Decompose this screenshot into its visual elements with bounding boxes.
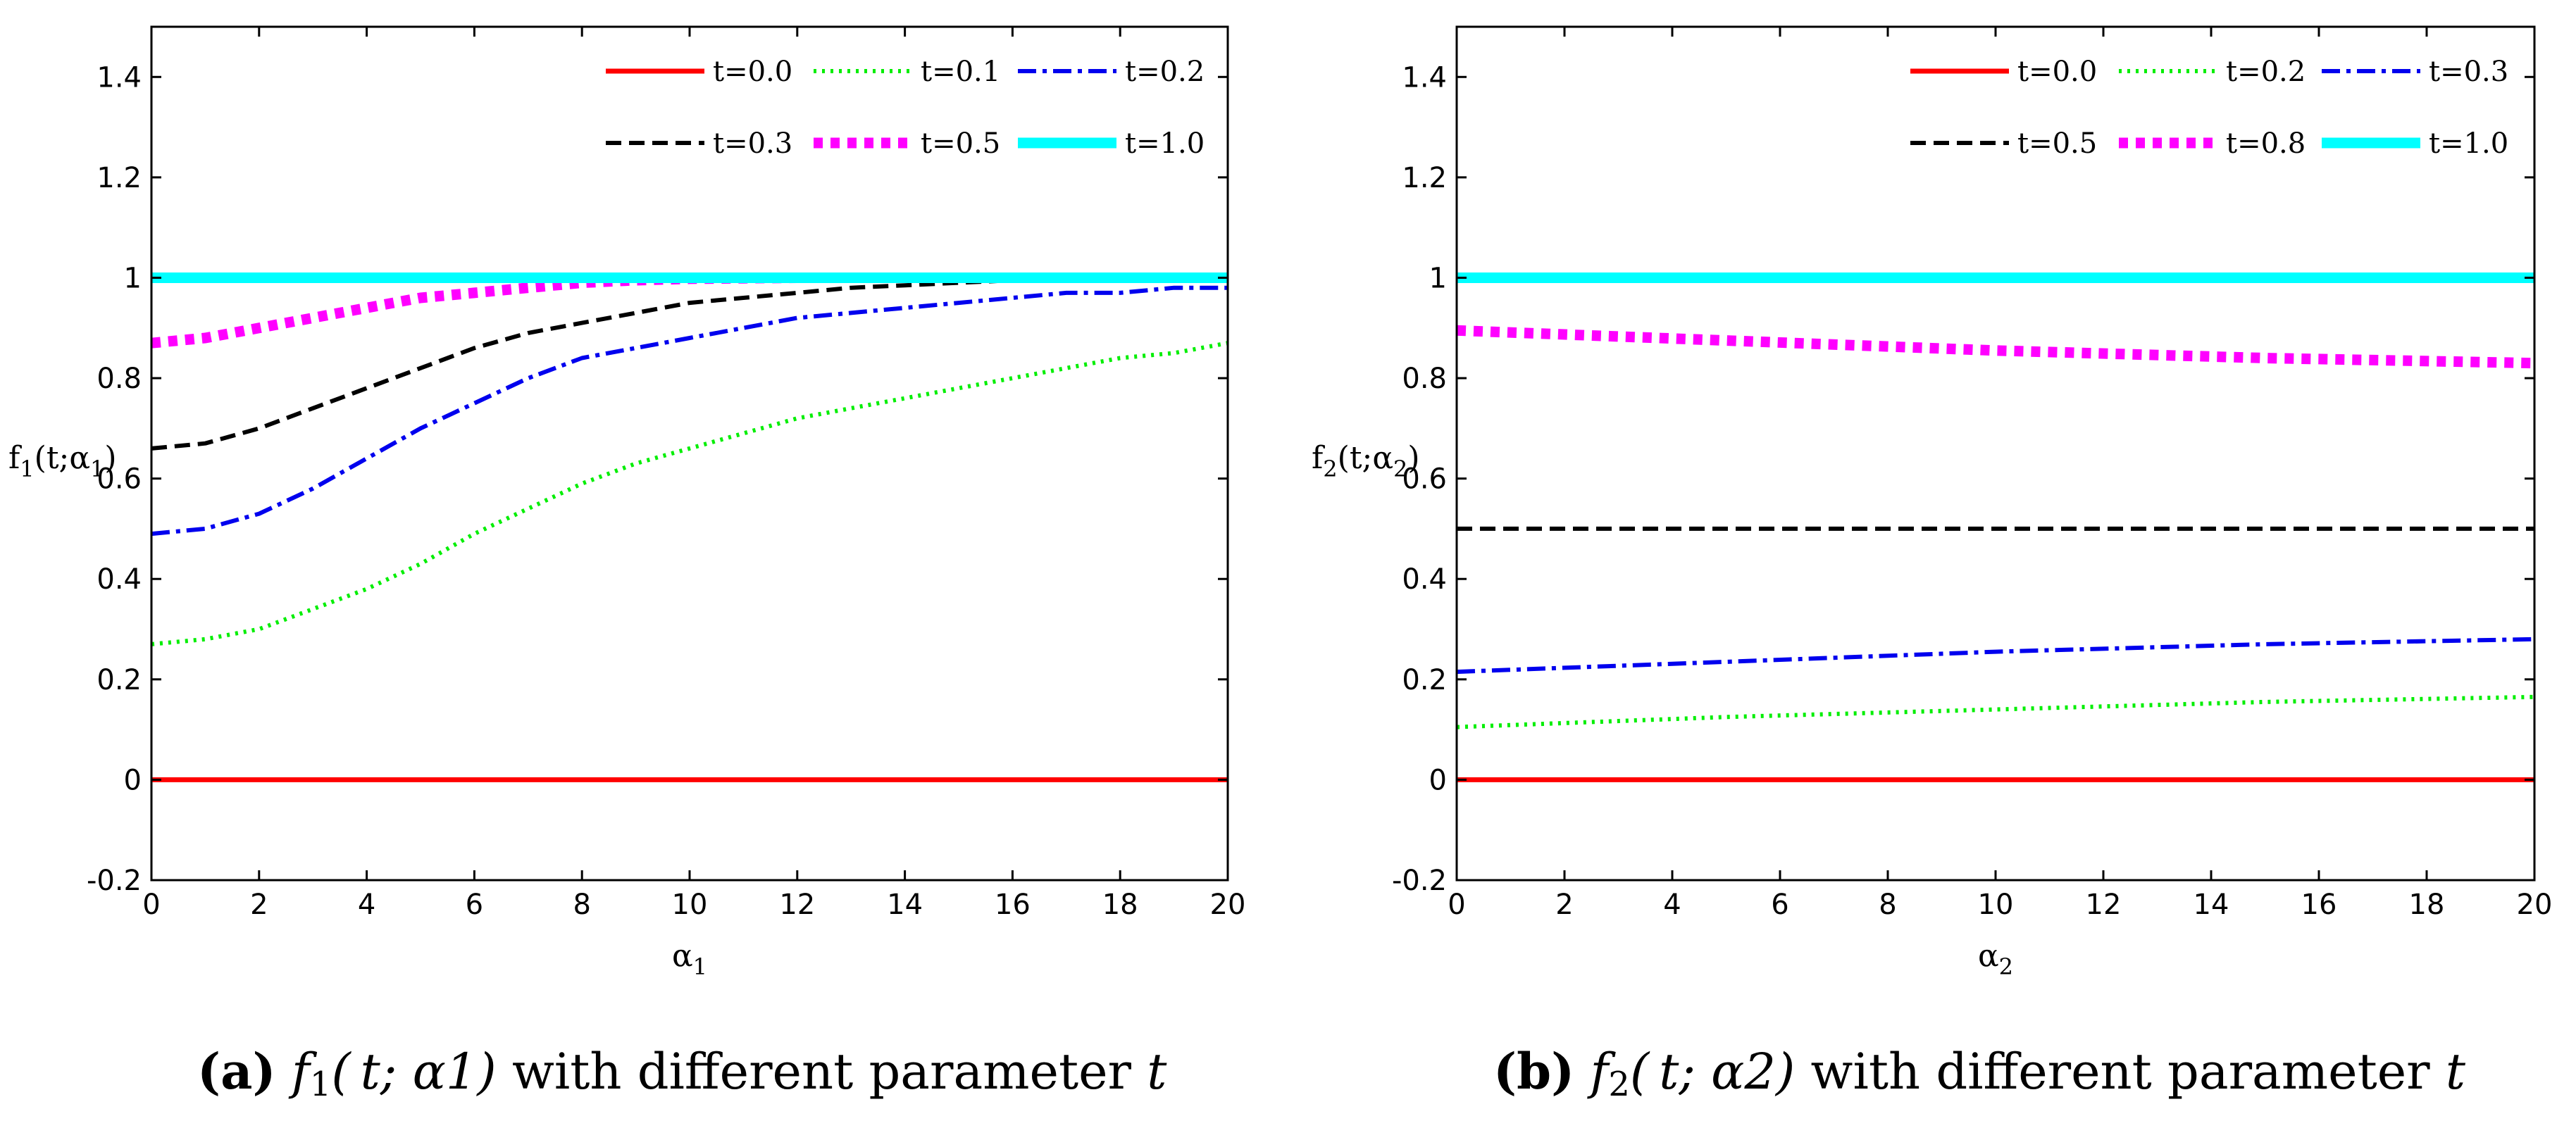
y-tick-label: 1 — [1429, 262, 1447, 294]
plot-frame — [1455, 25, 2536, 882]
legend-label: t=0.8 — [2226, 127, 2306, 160]
y-tick-label: 1.2 — [1402, 162, 1447, 194]
y-tick-label: 0.2 — [97, 664, 142, 696]
y-tick-label: 1.4 — [97, 61, 142, 94]
plot-frame — [150, 25, 1229, 882]
series-line-t=0.5 — [151, 272, 797, 349]
series-line-t=0.3 — [151, 278, 1013, 451]
y-tick-label: 0.6 — [1402, 463, 1447, 496]
y-tick-label: -0.2 — [87, 865, 142, 897]
legend-label: t=0.5 — [2017, 127, 2097, 160]
y-tick-label: 0 — [124, 764, 142, 796]
x-tick-label: 10 — [1978, 889, 2014, 921]
x-tick-label: 6 — [1771, 889, 1788, 921]
x-tick-label: 20 — [2517, 889, 2553, 921]
y-tick-label: 0.8 — [97, 363, 142, 395]
x-tick-label: 6 — [466, 889, 483, 921]
series-line-t=0.2 — [151, 285, 1228, 537]
caption: (b) f2( t; α2) with different parameter … — [1493, 1042, 2466, 1104]
chart-b: 0 2 4 6 8 10 12 14 16 18 20-0.200.20.40.60.811.21.… — [1312, 25, 2553, 1104]
legend-label: t=0.1 — [921, 56, 1000, 88]
y-tick-label: 0.6 — [97, 463, 142, 496]
y-tick-label: 1.2 — [97, 162, 142, 194]
legend-label: t=0.0 — [713, 56, 792, 88]
legend-label: t=0.3 — [713, 127, 792, 160]
y-axis-label: f1(t;α1) — [8, 440, 117, 482]
y-tick-label: 0.4 — [1402, 563, 1447, 596]
x-tick-label: 2 — [250, 889, 268, 921]
x-axis-label: α1 — [672, 938, 707, 980]
x-tick-label: 12 — [779, 889, 815, 921]
x-tick-label: 0 — [142, 889, 160, 921]
legend-label: t=1.0 — [2429, 127, 2508, 160]
x-tick-label: 14 — [887, 889, 923, 921]
x-tick-label: 16 — [995, 889, 1031, 921]
y-tick-label: 0.8 — [1402, 363, 1447, 395]
x-tick-label: 2 — [1555, 889, 1573, 921]
legend-label: t=0.3 — [2429, 56, 2508, 88]
x-tick-label: 8 — [1879, 889, 1896, 921]
y-tick-label: 0.2 — [1402, 664, 1447, 696]
x-tick-label: 0 — [1448, 889, 1465, 921]
legend-label: t=0.5 — [921, 127, 1000, 160]
y-axis-label: f2(t;α2) — [1312, 440, 1420, 482]
x-tick-label: 16 — [2301, 889, 2337, 921]
x-tick-label: 18 — [2409, 889, 2445, 921]
x-axis-label: α2 — [1978, 938, 2013, 980]
x-tick-label: 4 — [358, 889, 375, 921]
series-line-t=0.3 — [1456, 637, 2535, 675]
x-tick-label: 20 — [1210, 889, 1246, 921]
legend-label: t=0.0 — [2017, 56, 2097, 88]
series-line-t=0.1 — [151, 341, 1228, 646]
y-tick-label: -0.2 — [1392, 865, 1447, 897]
series-line-t=0.2 — [1456, 694, 2535, 729]
y-tick-label: 0.4 — [97, 563, 142, 596]
legend-label: t=0.2 — [2226, 56, 2306, 88]
x-tick-label: 18 — [1102, 889, 1138, 921]
y-tick-label: 0 — [1429, 764, 1447, 796]
x-tick-label: 10 — [672, 889, 708, 921]
legend-label: t=0.2 — [1125, 56, 1205, 88]
x-tick-label: 8 — [573, 889, 590, 921]
y-tick-label: 1 — [124, 262, 142, 294]
x-tick-label: 12 — [2086, 889, 2122, 921]
chart-a: 0 2 4 6 8 10 12 14 16 18 20-0.200.20.40.60.811.21.… — [8, 25, 1246, 1104]
y-tick-label: 1.4 — [1402, 61, 1447, 94]
series-line-t=0.8 — [1456, 325, 2535, 369]
x-tick-label: 14 — [2194, 889, 2229, 921]
x-tick-label: 4 — [1663, 889, 1681, 921]
legend-label: t=1.0 — [1125, 127, 1205, 160]
caption: (a) f1( t; α1) with different parameter … — [197, 1042, 1167, 1104]
